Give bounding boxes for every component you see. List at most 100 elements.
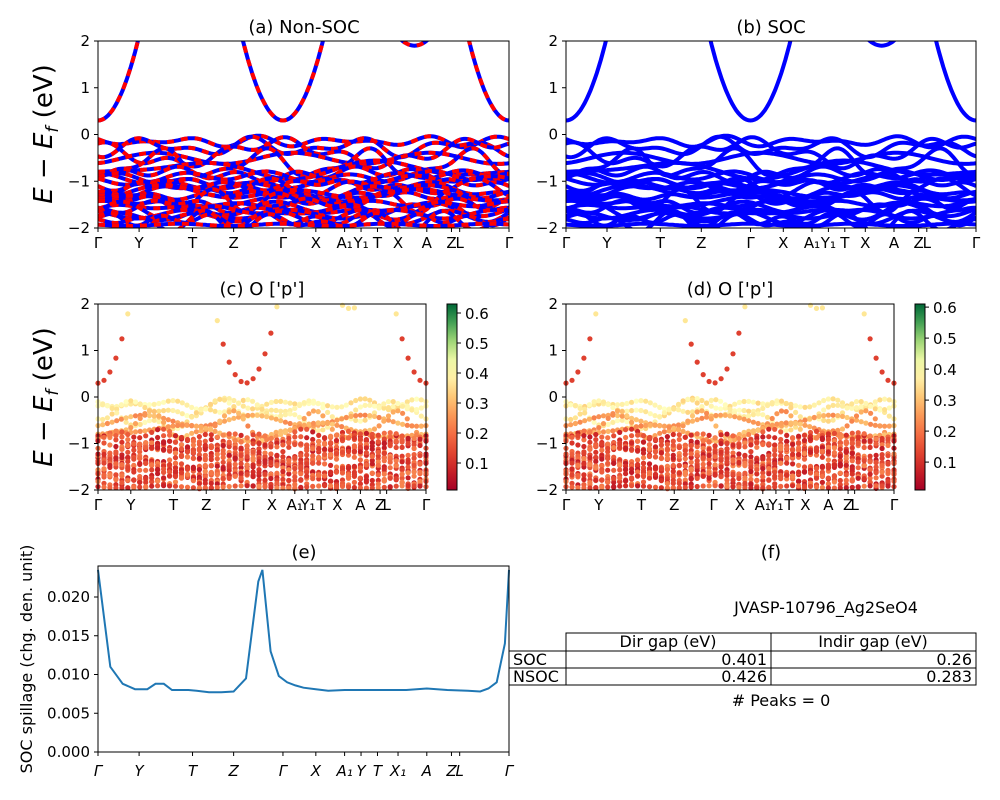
projected-dot: [107, 462, 113, 468]
projected-dot: [831, 438, 838, 444]
material-id: JVASP-10796_Ag2SeO4: [733, 598, 918, 618]
projected-dot: [784, 432, 790, 438]
projected-dot: [393, 458, 399, 464]
projected-dot: [132, 413, 139, 419]
projected-dot: [587, 336, 593, 342]
projected-dot: [855, 459, 861, 465]
projected-dot: [619, 401, 625, 407]
xtick-label: Γ: [94, 762, 104, 780]
projected-dot: [208, 436, 214, 443]
projected-dot: [689, 397, 696, 403]
projected-dot: [409, 423, 415, 429]
table-cell-dir: 0.401: [721, 650, 767, 669]
projected-dot: [586, 402, 593, 408]
projected-dot: [885, 442, 891, 449]
projected-dot: [694, 444, 700, 450]
projected-dot: [113, 355, 119, 361]
projected-dot: [877, 407, 883, 413]
projected-dot: [830, 396, 836, 402]
projected-dot: [357, 475, 363, 481]
projected-dot: [699, 408, 705, 414]
projected-dot: [280, 454, 286, 460]
projected-dot: [600, 429, 607, 435]
xtick-label: X: [860, 234, 870, 252]
xtick-label: A: [823, 496, 834, 514]
projected-dot: [635, 483, 641, 489]
projected-dot: [577, 411, 583, 417]
projected-dot: [393, 311, 399, 317]
projected-dot: [351, 435, 357, 441]
projected-dot: [292, 474, 298, 480]
projected-dot: [325, 420, 331, 426]
projected-dot: [119, 439, 125, 445]
projected-dot: [746, 408, 752, 414]
projected-dot: [746, 418, 752, 424]
projected-dot: [694, 463, 700, 469]
projected-dot: [189, 430, 195, 436]
projected-dot: [214, 472, 220, 478]
projected-dot: [339, 470, 346, 476]
projected-dot: [273, 429, 279, 435]
xtick-label: Y₁: [820, 234, 836, 252]
projected-dot: [114, 406, 120, 412]
projected-dot: [381, 430, 387, 436]
projected-dot: [778, 398, 785, 404]
projected-dot: [167, 483, 173, 489]
projected-dot: [718, 474, 724, 480]
projected-dot: [811, 414, 817, 421]
projected-dot: [190, 465, 196, 472]
projected-dot: [605, 445, 611, 452]
projected-dot: [113, 433, 119, 439]
projected-dot: [161, 469, 167, 475]
projected-dot: [766, 434, 772, 440]
xtick-label: X: [310, 762, 322, 780]
projected-dot: [772, 447, 778, 454]
projected-dot: [329, 421, 335, 427]
projected-dot: [760, 441, 766, 448]
projected-dot: [760, 455, 766, 461]
projected-dot: [831, 462, 838, 468]
projected-dot: [381, 484, 387, 490]
projected-dot: [369, 470, 375, 476]
projected-dot: [202, 462, 208, 469]
projected-dot: [143, 467, 149, 473]
projected-dot: [646, 453, 653, 459]
projected-dot: [149, 467, 155, 473]
projected-dot: [778, 460, 784, 466]
projected-dot: [119, 480, 125, 486]
projected-dot: [680, 398, 686, 404]
xtick-label: Y: [356, 762, 367, 780]
projected-dot: [286, 440, 292, 446]
projected-dot: [208, 432, 214, 438]
projected-dot: [221, 409, 228, 415]
projected-dot: [581, 485, 587, 491]
projected-dot: [685, 418, 691, 424]
colorbar-bar: [914, 303, 926, 491]
xtick-label: L: [456, 234, 465, 252]
projected-dot: [783, 409, 789, 415]
projected-dot: [250, 474, 256, 480]
projected-dot: [240, 397, 246, 403]
projected-dot: [831, 445, 838, 451]
projected-dot: [741, 416, 747, 422]
projected-dot: [635, 469, 641, 475]
projected-dot: [599, 447, 605, 453]
projected-dot: [581, 461, 587, 467]
projected-dot: [760, 466, 766, 472]
ytick-label: 2: [80, 32, 90, 50]
projected-dot: [886, 405, 892, 411]
xtick-label: X: [267, 496, 277, 514]
projected-dot: [351, 454, 357, 460]
projected-dot: [885, 461, 891, 467]
projected-dot: [694, 409, 700, 415]
projected-dot: [329, 404, 335, 410]
projected-dot: [167, 462, 173, 468]
projected-dot: [369, 477, 375, 484]
projected-dot: [855, 434, 861, 440]
projected-dot: [742, 440, 748, 446]
projected-dot: [399, 336, 405, 342]
projected-dot: [161, 433, 167, 439]
band-line-dashed: [98, 133, 509, 150]
projected-dot: [638, 423, 644, 429]
projected-dot: [844, 423, 850, 429]
